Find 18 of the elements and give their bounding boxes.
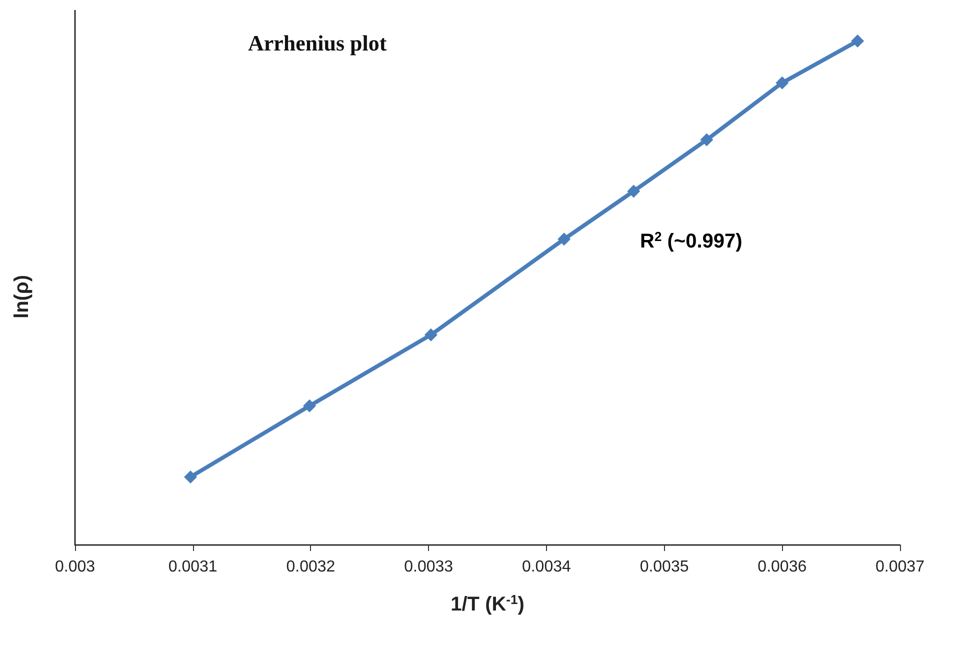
x-tick-label: 0.0036 bbox=[758, 558, 807, 576]
x-tick-label: 0.0031 bbox=[168, 558, 218, 576]
point bbox=[627, 184, 640, 198]
x-tick-label: 0.003 bbox=[54, 558, 96, 576]
x-tick-label: 0.0037 bbox=[876, 558, 925, 576]
x-tick-label: 0.0032 bbox=[286, 558, 336, 576]
point bbox=[700, 133, 714, 146]
point bbox=[851, 34, 864, 48]
x-tick-label: 0.0033 bbox=[404, 558, 454, 576]
point bbox=[184, 470, 197, 484]
point bbox=[776, 76, 789, 90]
x-tick-label: 0.0035 bbox=[640, 558, 689, 576]
chart-title: Arrhenius plot bbox=[248, 30, 388, 56]
y-axis-title: ln(ρ) bbox=[11, 275, 33, 318]
x-tick-label: 0.0034 bbox=[522, 558, 571, 576]
point bbox=[424, 328, 438, 342]
point bbox=[303, 399, 316, 412]
point bbox=[558, 232, 571, 246]
